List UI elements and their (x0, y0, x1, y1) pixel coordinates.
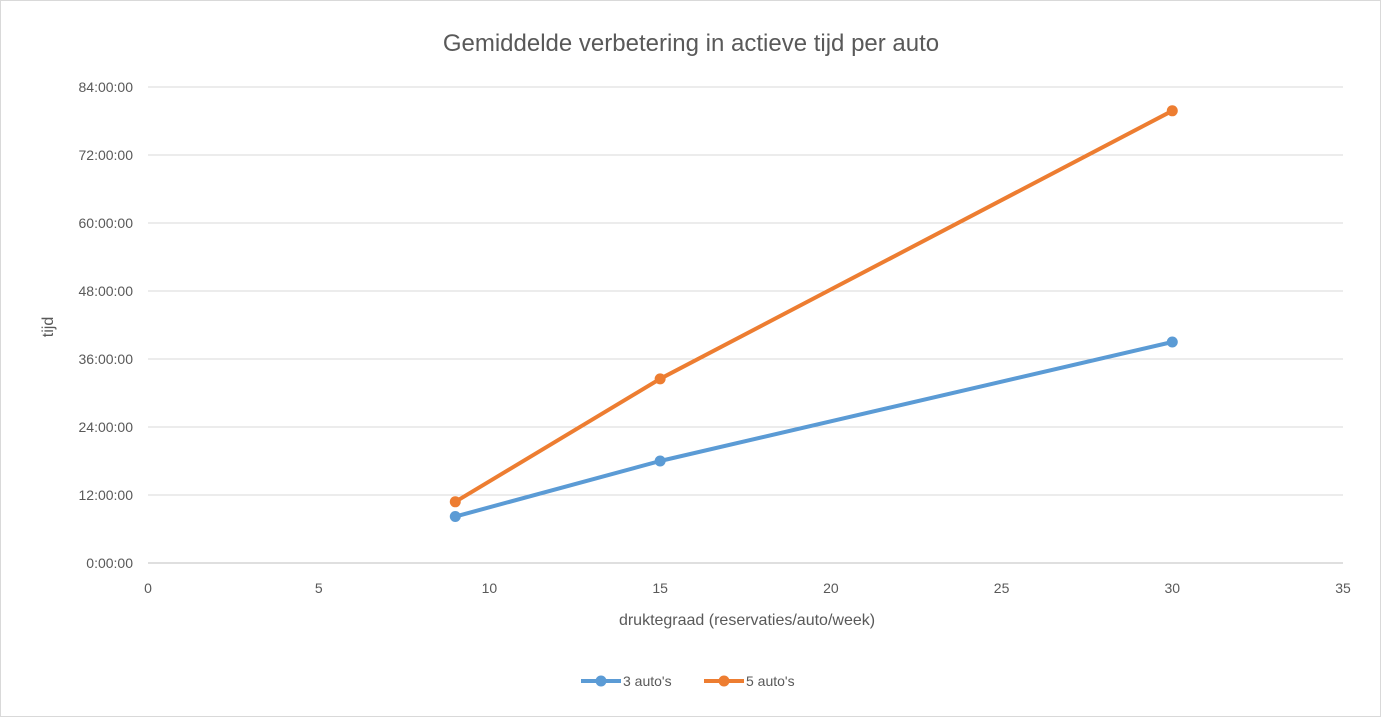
x-tick-label: 10 (482, 580, 498, 596)
x-tick-label: 25 (994, 580, 1010, 596)
y-tick-label: 72:00:00 (79, 147, 134, 163)
data-point (654, 373, 666, 385)
x-axis-ticks: 0 5 10 15 20 25 30 35 (144, 580, 1351, 596)
series-line-1 (453, 340, 1175, 519)
chart-title: Gemiddelde verbetering in actieve tijd p… (443, 30, 939, 57)
x-tick-label: 5 (315, 580, 323, 596)
y-tick-label: 24:00:00 (79, 419, 134, 435)
x-tick-label: 0 (144, 580, 152, 596)
legend-entry-label: 5 auto's (746, 673, 795, 689)
x-tick-label: 20 (823, 580, 839, 596)
data-point (654, 455, 666, 467)
legend-swatch-marker (718, 675, 730, 687)
y-tick-label: 84:00:00 (79, 79, 134, 95)
x-tick-label: 15 (652, 580, 668, 596)
data-point (449, 496, 461, 508)
data-point (449, 511, 461, 523)
legend: 3 auto's 5 auto's (581, 673, 795, 689)
data-point (1166, 336, 1178, 348)
y-tick-label: 60:00:00 (79, 215, 134, 231)
y-tick-label: 48:00:00 (79, 283, 134, 299)
gridlines (148, 86, 1343, 564)
series-line-2 (453, 108, 1175, 504)
x-axis-label: druktegraad (reservaties/auto/week) (619, 612, 875, 629)
legend-entry-label: 3 auto's (623, 673, 672, 689)
y-tick-label: 0:00:00 (86, 555, 133, 571)
y-tick-label: 12:00:00 (79, 487, 134, 503)
legend-swatch-marker (595, 675, 607, 687)
x-tick-label: 30 (1164, 580, 1180, 596)
y-axis-label: tijd (40, 317, 57, 337)
x-tick-label: 35 (1335, 580, 1351, 596)
y-axis-ticks: 0:00:00 12:00:00 24:00:00 36:00:00 48:00:00 6… (79, 79, 134, 571)
data-point (1166, 105, 1178, 117)
y-tick-label: 36:00:00 (79, 351, 134, 367)
series-group (449, 105, 1178, 523)
